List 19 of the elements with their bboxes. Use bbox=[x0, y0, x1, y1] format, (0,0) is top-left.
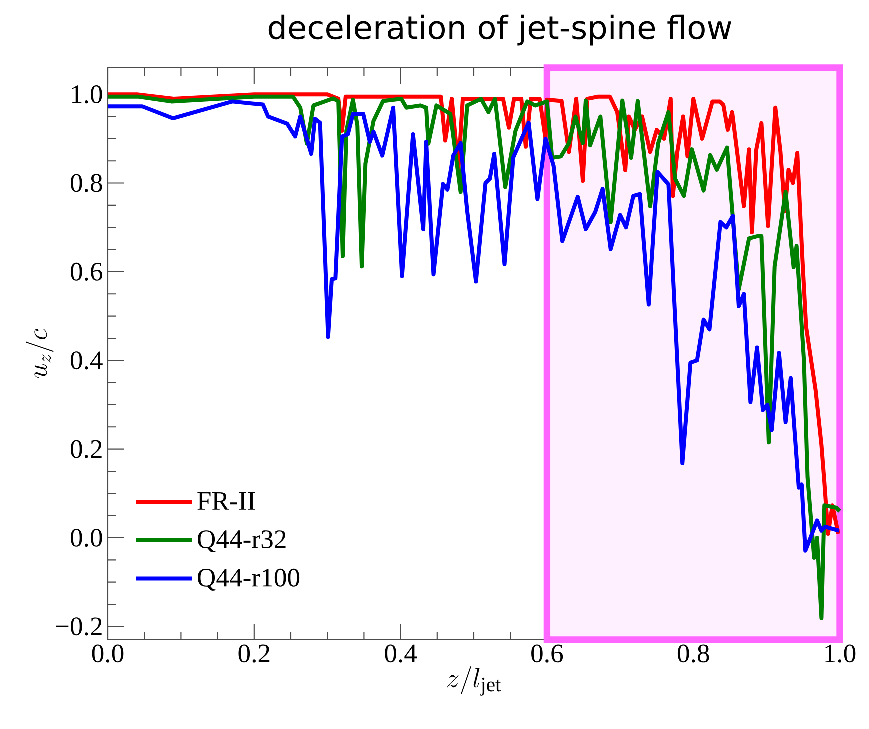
x-tick-label: 0.8 bbox=[678, 644, 710, 663]
legend-label: FR-II bbox=[198, 492, 256, 510]
chart-title: deceleration of jet-spine flow bbox=[268, 14, 732, 46]
x-axis-title: $z/l_{\mathrm{jet}}$ bbox=[447, 666, 502, 696]
x-tick-label: 1.0 bbox=[826, 644, 856, 663]
y-tick-label: 0.4 bbox=[70, 352, 103, 370]
x-tick-label: 0.6 bbox=[532, 644, 564, 663]
x-tick-label: 0.4 bbox=[385, 644, 418, 663]
y-tick-label: −0.2 bbox=[56, 618, 102, 636]
x-tick-label: 0.2 bbox=[238, 644, 270, 663]
y-tick-label: 0.6 bbox=[70, 262, 103, 282]
x-tick-label: 0.0 bbox=[92, 644, 124, 663]
y-tick-label: 0.2 bbox=[70, 440, 102, 458]
legend-label: Q44-r100 bbox=[198, 568, 300, 591]
legend-label: Q44-r32 bbox=[198, 530, 286, 553]
y-axis-title: $u_z/c$ bbox=[26, 329, 54, 378]
y-tick-label: 0.8 bbox=[70, 174, 102, 192]
y-tick-label: 1.0 bbox=[72, 86, 102, 104]
y-tick-label: 0.0 bbox=[70, 528, 102, 548]
